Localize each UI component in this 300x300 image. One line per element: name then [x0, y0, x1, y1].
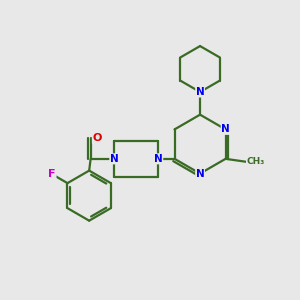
Text: N: N	[154, 154, 163, 164]
Text: F: F	[48, 169, 56, 179]
Text: N: N	[196, 169, 204, 178]
Text: N: N	[110, 154, 118, 164]
Text: O: O	[92, 133, 102, 143]
Text: CH₃: CH₃	[247, 157, 265, 166]
Text: N: N	[196, 87, 204, 97]
Text: N: N	[221, 124, 230, 134]
